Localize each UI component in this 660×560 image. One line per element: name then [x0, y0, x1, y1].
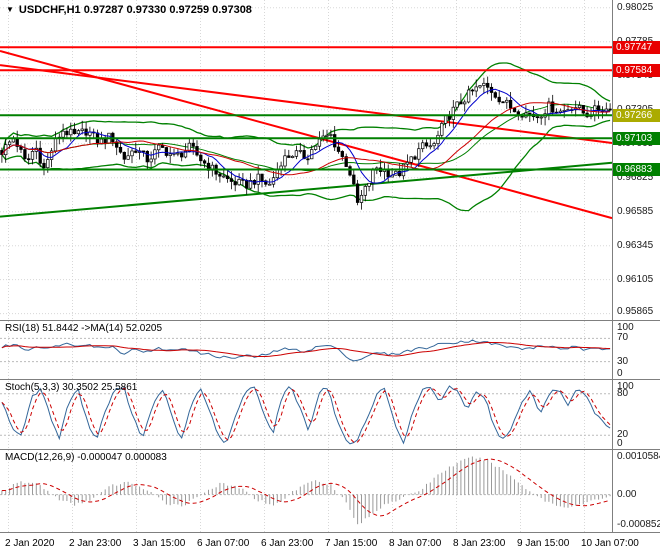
stoch-axis-label: 100: [617, 381, 634, 392]
symbol-ohlc-label: USDCHF,H1 0.97287 0.97330 0.97259 0.9730…: [18, 4, 252, 16]
price-axis-label: 0.96345: [617, 239, 654, 251]
rsi-axis-label: 100: [617, 322, 634, 333]
price-axis-label: 0.95865: [617, 306, 654, 317]
price-level-label: 0.97266: [613, 108, 660, 122]
time-axis-label: 9 Jan 15:00: [517, 538, 570, 549]
time-axis-label: 10 Jan 07:00: [581, 538, 639, 549]
time-axis-label: 8 Jan 23:00: [453, 538, 506, 549]
rsi-axis-label: 0: [617, 368, 623, 379]
time-axis-label: 8 Jan 07:00: [389, 538, 442, 549]
time-axis-label: 3 Jan 15:00: [133, 538, 186, 549]
chart-header: ▼ USDCHF,H1 0.97287 0.97330 0.97259 0.97…: [6, 4, 252, 16]
macd-axis-label: 0.0010584: [617, 451, 660, 462]
time-axis-label: 6 Jan 07:00: [197, 538, 250, 549]
rsi-axis-label: 30: [617, 355, 629, 367]
stoch-label: Stoch(5,3,3) 30.3502 25.5861: [5, 382, 138, 393]
macd-axis-label: -0.000852: [617, 518, 660, 530]
price-axis-label: 0.96585: [617, 205, 654, 217]
price-axis-label: 0.96105: [617, 273, 654, 285]
price-level-label: 0.97103: [613, 131, 660, 145]
time-axis-label: 2 Jan 2020: [5, 538, 55, 549]
price-level-label: 0.97747: [613, 40, 660, 54]
price-axis-label: 0.96825: [617, 171, 654, 183]
price-axis-label: 0.98025: [617, 2, 654, 13]
symbol-dropdown-icon[interactable]: ▼: [6, 5, 14, 14]
price-level-label: 0.97584: [613, 63, 660, 77]
stoch-axis-label: 0: [617, 438, 623, 449]
time-axis-label: 6 Jan 23:00: [261, 538, 314, 549]
macd-axis-label: 0.00: [617, 488, 637, 500]
stoch-axis-label: 80: [617, 387, 629, 399]
time-axis-label: 2 Jan 23:00: [69, 538, 122, 549]
price-level-label: 0.96883: [613, 162, 660, 176]
rsi-axis-label: 70: [617, 332, 629, 344]
stoch-axis-label: 20: [617, 429, 629, 441]
macd-label: MACD(12,26,9) -0.000047 0.000083: [5, 452, 167, 463]
time-axis-label: 7 Jan 15:00: [325, 538, 378, 549]
rsi-label: RSI(18) 51.8442 ->MA(14) 52.0205: [5, 323, 163, 334]
